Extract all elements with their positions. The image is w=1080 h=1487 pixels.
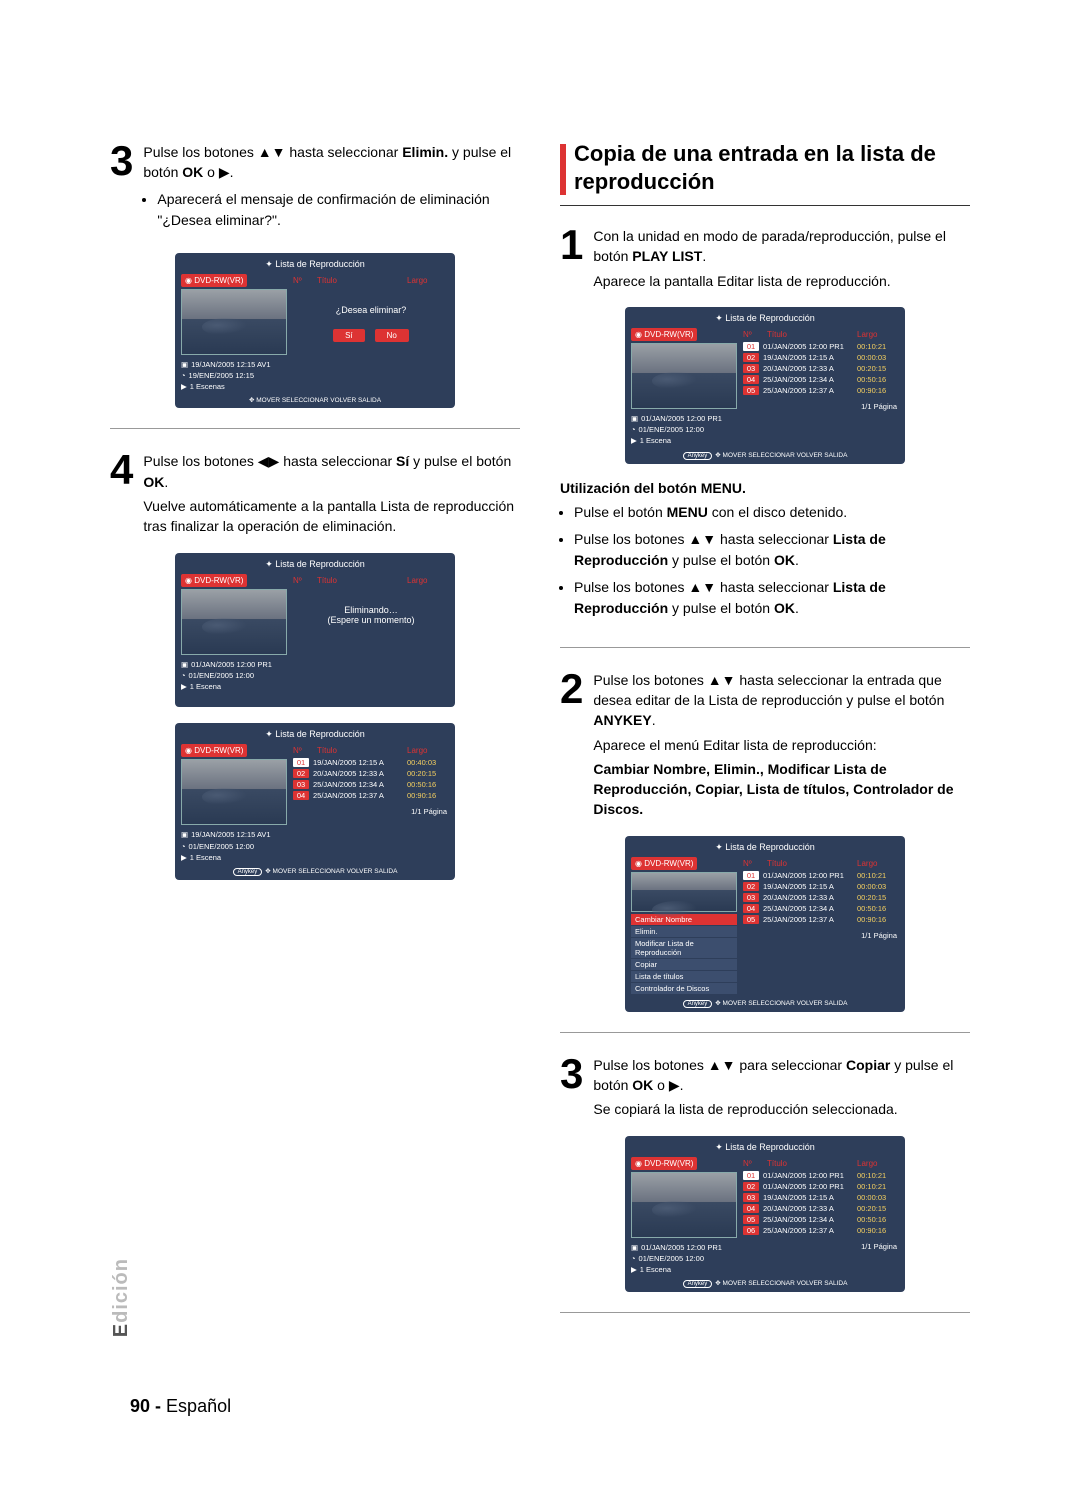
table-row[interactable]: 0220/JAN/2005 12:33 A00:20:15	[293, 768, 449, 779]
deleting-text: Eliminando…	[293, 605, 449, 615]
step-body: Pulse los botones ▲▼ hasta seleccionar E…	[143, 140, 520, 237]
step-number: 3	[560, 1053, 583, 1120]
context-menu-item[interactable]: Elimin.	[631, 926, 737, 937]
step-body: Pulse los botones ▲▼ hasta seleccionar l…	[593, 668, 970, 820]
anykey-icon: Anykey	[683, 1000, 713, 1008]
anykey-icon: Anykey	[233, 868, 263, 876]
step-number: 3	[110, 140, 133, 237]
right-column: Copia de una entrada en la lista de repr…	[560, 140, 970, 1333]
table-row[interactable]: 0425/JAN/2005 12:34 A00:50:16	[743, 903, 899, 914]
step-number: 1	[560, 224, 583, 291]
playlist-rows: 0101/JAN/2005 12:00 PR100:10:210201/JAN/…	[743, 1170, 899, 1236]
menu-subheading: Utilización del botón MENU.	[560, 480, 970, 496]
table-row[interactable]: 0201/JAN/2005 12:00 PR100:10:21	[743, 1181, 899, 1192]
left-step-3: 3 Pulse los botones ▲▼ hasta seleccionar…	[110, 140, 520, 237]
table-row[interactable]: 0525/JAN/2005 12:37 A00:90:16	[743, 914, 899, 925]
dialog-question: ¿Desea eliminar?	[293, 305, 449, 315]
table-row[interactable]: 0219/JAN/2005 12:15 A00:00:03	[743, 881, 899, 892]
table-row[interactable]: 0320/JAN/2005 12:33 A00:20:15	[743, 363, 899, 374]
anykey-icon: Anykey	[683, 1280, 713, 1288]
yes-button[interactable]: Sí	[333, 329, 365, 342]
table-row[interactable]: 0101/JAN/2005 12:00 PR100:10:21	[743, 341, 899, 352]
thumbnail	[631, 872, 737, 912]
divider	[560, 1032, 970, 1033]
thumbnail	[181, 589, 287, 655]
osd-context-menu: Lista de Reproducción DVD-RW(VR) Cambiar…	[625, 836, 905, 1012]
divider	[110, 428, 520, 429]
page-footer: 90 - Español	[130, 1396, 231, 1417]
table-row[interactable]: 0325/JAN/2005 12:34 A00:50:16	[293, 779, 449, 790]
step-number: 4	[110, 449, 133, 536]
move-icon: ✥	[715, 452, 720, 459]
context-menu-item[interactable]: Lista de títulos	[631, 971, 737, 982]
thumbnail	[631, 343, 737, 409]
red-bar-icon	[560, 144, 566, 195]
divider	[560, 647, 970, 648]
osd-list-after-delete: Lista de Reproducción DVD-RW(VR) 19/JAN/…	[175, 723, 455, 880]
playlist-rows: 0101/JAN/2005 12:00 PR100:10:210219/JAN/…	[743, 341, 899, 396]
move-icon: ✥	[249, 397, 254, 404]
no-button[interactable]: No	[375, 329, 409, 342]
section-heading: Copia de una entrada en la lista de repr…	[560, 140, 970, 195]
playlist-rows: 0101/JAN/2005 12:00 PR100:10:210219/JAN/…	[743, 870, 899, 925]
table-row[interactable]: 0101/JAN/2005 12:00 PR100:10:21	[743, 1170, 899, 1181]
table-row[interactable]: 0420/JAN/2005 12:33 A00:20:15	[743, 1203, 899, 1214]
context-menu-item[interactable]: Modificar Lista de Reproducción	[631, 938, 737, 958]
thumbnail	[631, 1172, 737, 1238]
confirm-bullet: Aparecerá el mensaje de confirmación de …	[157, 189, 520, 231]
table-row[interactable]: 0425/JAN/2005 12:34 A00:50:16	[743, 374, 899, 385]
table-row[interactable]: 0625/JAN/2005 12:37 A00:90:16	[743, 1225, 899, 1236]
context-menu-item[interactable]: Controlador de Discos	[631, 983, 737, 994]
left-step-4: 4 Pulse los botones ◀▶ hasta seleccionar…	[110, 449, 520, 536]
context-menu-item[interactable]: Copiar	[631, 959, 737, 970]
osd-delete-confirm: Lista de Reproducción DVD-RW(VR) 19/JAN/…	[175, 253, 455, 409]
right-step-3: 3 Pulse los botones ▲▼ para seleccionar …	[560, 1053, 970, 1120]
divider	[560, 1312, 970, 1313]
thumbnail	[181, 759, 287, 825]
osd-playlist-edit: Lista de Reproducción DVD-RW(VR) 01/JAN/…	[625, 307, 905, 464]
step-body: Con la unidad en modo de parada/reproduc…	[593, 224, 970, 291]
move-icon: ✥	[265, 868, 270, 875]
table-row[interactable]: 0525/JAN/2005 12:34 A00:50:16	[743, 1214, 899, 1225]
table-row[interactable]: 0525/JAN/2005 12:37 A00:90:16	[743, 385, 899, 396]
move-icon: ✥	[715, 1280, 720, 1287]
step-body: Pulse los botones ▲▼ para seleccionar Co…	[593, 1053, 970, 1120]
playlist-rows: 0119/JAN/2005 12:15 A00:40:030220/JAN/20…	[293, 757, 449, 801]
right-step-2: 2 Pulse los botones ▲▼ hasta seleccionar…	[560, 668, 970, 820]
step-body: Pulse los botones ◀▶ hasta seleccionar S…	[143, 449, 520, 536]
side-tab: Edición	[110, 1258, 133, 1337]
anykey-icon: Anykey	[683, 452, 713, 460]
table-row[interactable]: 0319/JAN/2005 12:15 A00:00:03	[743, 1192, 899, 1203]
table-row[interactable]: 0119/JAN/2005 12:15 A00:40:03	[293, 757, 449, 768]
step-number: 2	[560, 668, 583, 820]
table-row[interactable]: 0425/JAN/2005 12:37 A00:90:16	[293, 790, 449, 801]
table-row[interactable]: 0219/JAN/2005 12:15 A00:00:03	[743, 352, 899, 363]
osd-after-copy: Lista de Reproducción DVD-RW(VR) 01/JAN/…	[625, 1136, 905, 1293]
right-step-1: 1 Con la unidad en modo de parada/reprod…	[560, 224, 970, 291]
table-row[interactable]: 0320/JAN/2005 12:33 A00:20:15	[743, 892, 899, 903]
menu-bullets: Pulse el botón MENU con el disco detenid…	[560, 502, 970, 619]
divider	[560, 205, 970, 206]
move-icon: ✥	[715, 1000, 720, 1007]
table-row[interactable]: 0101/JAN/2005 12:00 PR100:10:21	[743, 870, 899, 881]
osd-deleting: Lista de Reproducción DVD-RW(VR) 01/JAN/…	[175, 553, 455, 708]
context-menu-list: Cambiar NombreElimin.Modificar Lista de …	[631, 914, 737, 994]
left-column: 3 Pulse los botones ▲▼ hasta seleccionar…	[110, 140, 520, 1333]
thumbnail	[181, 289, 287, 355]
